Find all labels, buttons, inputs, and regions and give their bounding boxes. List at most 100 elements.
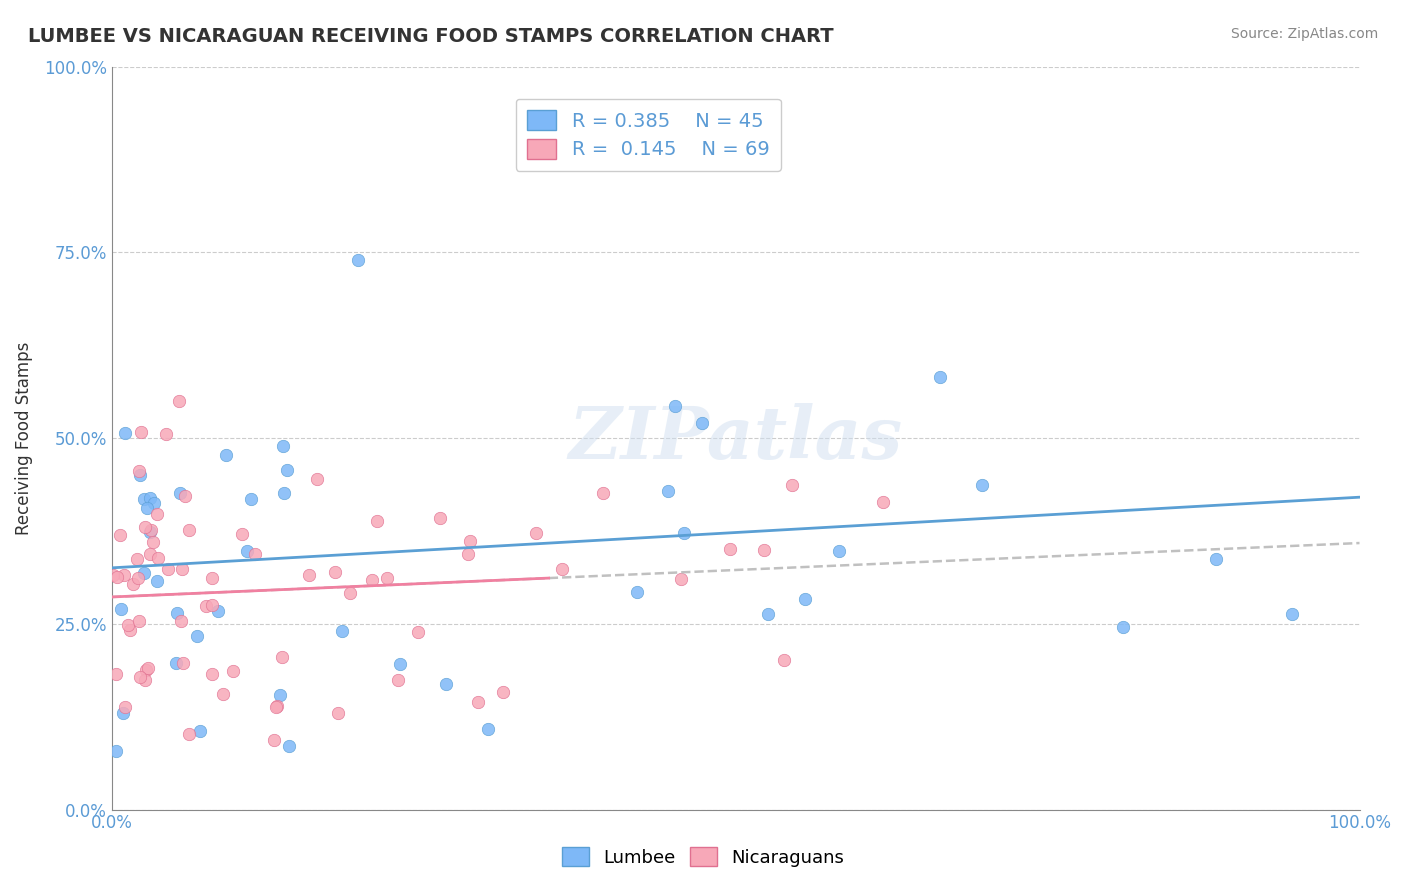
Point xyxy=(347,252,370,267)
Point xyxy=(117,617,139,632)
Point xyxy=(177,727,200,741)
Point xyxy=(188,724,211,739)
Point xyxy=(278,739,301,754)
Point xyxy=(194,599,217,613)
Point xyxy=(174,489,197,503)
Point xyxy=(263,733,285,747)
Point xyxy=(104,744,127,758)
Legend: Lumbee, Nicaraguans: Lumbee, Nicaraguans xyxy=(554,840,852,874)
Point xyxy=(457,547,479,561)
Point xyxy=(406,625,429,640)
Point xyxy=(323,565,346,579)
Point xyxy=(172,656,194,670)
Point xyxy=(142,496,165,510)
Point xyxy=(201,667,224,681)
Point xyxy=(128,670,150,684)
Point xyxy=(155,426,177,441)
Point xyxy=(360,573,382,587)
Text: LUMBEE VS NICARAGUAN RECEIVING FOOD STAMPS CORRELATION CHART: LUMBEE VS NICARAGUAN RECEIVING FOOD STAM… xyxy=(28,27,834,45)
Point xyxy=(756,607,779,621)
Point xyxy=(240,492,263,507)
Point xyxy=(657,483,679,498)
Point xyxy=(128,614,150,628)
Point xyxy=(129,425,152,439)
Point xyxy=(127,571,149,585)
Point xyxy=(326,706,349,720)
Point xyxy=(146,508,169,522)
Point xyxy=(167,393,190,408)
Point xyxy=(170,562,193,576)
Point xyxy=(201,598,224,612)
Point xyxy=(266,699,288,714)
Point xyxy=(142,534,165,549)
Point xyxy=(669,573,692,587)
Point xyxy=(125,551,148,566)
Point xyxy=(1112,620,1135,634)
Legend: R = 0.385    N = 45, R =  0.145    N = 69: R = 0.385 N = 45, R = 0.145 N = 69 xyxy=(516,99,782,170)
Point xyxy=(215,448,238,462)
Point xyxy=(1205,552,1227,566)
Point xyxy=(793,591,815,606)
Point xyxy=(110,602,132,616)
Point xyxy=(169,615,191,629)
Point xyxy=(231,527,253,541)
Point xyxy=(664,399,686,413)
Text: ZIPatlas: ZIPatlas xyxy=(568,402,903,474)
Point xyxy=(145,574,167,588)
Point xyxy=(828,543,851,558)
Point xyxy=(429,511,451,525)
Point xyxy=(156,562,179,576)
Point xyxy=(222,664,245,678)
Point xyxy=(136,501,159,516)
Point xyxy=(626,585,648,599)
Point xyxy=(166,606,188,620)
Point xyxy=(731,136,754,150)
Point xyxy=(970,478,993,492)
Point xyxy=(492,685,515,699)
Point xyxy=(112,706,135,720)
Point xyxy=(212,687,235,701)
Point xyxy=(146,551,169,566)
Y-axis label: Receiving Food Stamps: Receiving Food Stamps xyxy=(15,342,32,535)
Point xyxy=(114,426,136,441)
Point xyxy=(243,547,266,561)
Point xyxy=(929,369,952,384)
Point xyxy=(179,523,201,537)
Point xyxy=(132,492,155,507)
Point xyxy=(673,526,696,541)
Point xyxy=(134,520,156,534)
Point xyxy=(207,604,229,618)
Point xyxy=(118,623,141,637)
Text: Source: ZipAtlas.com: Source: ZipAtlas.com xyxy=(1230,27,1378,41)
Point xyxy=(872,495,894,509)
Point xyxy=(269,688,291,702)
Point xyxy=(201,571,224,585)
Point xyxy=(139,547,162,561)
Point xyxy=(236,543,259,558)
Point xyxy=(186,629,208,643)
Point xyxy=(135,663,157,677)
Point xyxy=(387,673,409,687)
Point xyxy=(388,657,411,671)
Point xyxy=(276,463,298,477)
Point xyxy=(139,491,162,505)
Point xyxy=(366,514,388,528)
Point xyxy=(105,570,128,584)
Point xyxy=(298,568,321,582)
Point xyxy=(467,695,489,709)
Point xyxy=(169,486,191,500)
Point xyxy=(339,586,361,600)
Point xyxy=(132,566,155,580)
Point xyxy=(375,571,398,585)
Point xyxy=(782,477,804,491)
Point xyxy=(129,468,152,483)
Point xyxy=(271,439,294,453)
Point xyxy=(1281,607,1303,621)
Point xyxy=(477,722,499,736)
Point xyxy=(692,417,714,431)
Point xyxy=(114,700,136,714)
Point xyxy=(592,486,614,500)
Point xyxy=(108,528,131,542)
Point xyxy=(134,673,156,687)
Point xyxy=(273,485,295,500)
